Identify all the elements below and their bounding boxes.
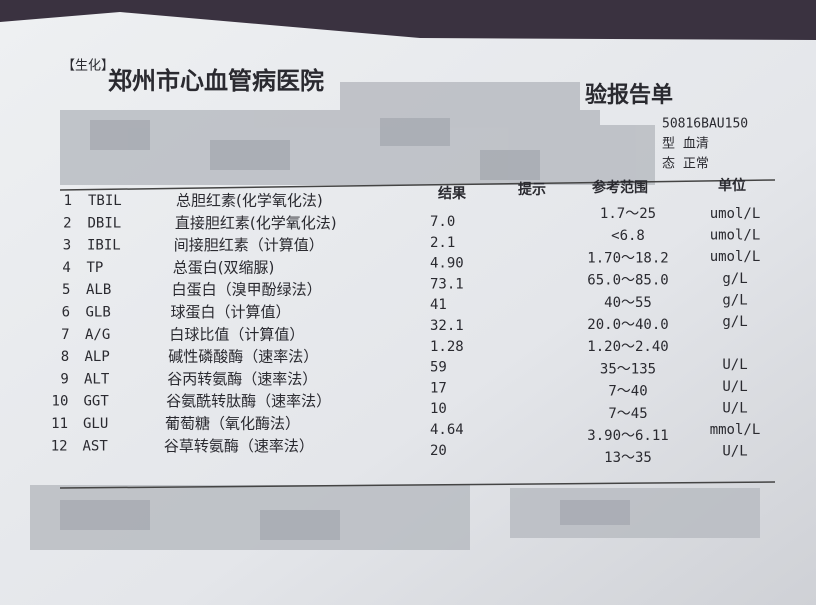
- result: 59: [430, 360, 447, 376]
- row-number: 8: [61, 349, 69, 365]
- test-name: 球蛋白（计算值）: [171, 303, 291, 321]
- result: 10: [430, 401, 447, 417]
- report-title: 验报告单: [585, 82, 673, 108]
- row-number: 6: [62, 305, 70, 321]
- test-name: 总蛋白(双缩脲): [173, 258, 275, 276]
- result-rows: 1 TBIL 总胆红素(化学氧化法) 7.0 1.7～25 umol/L 2 DBIL 直接胆红…: [51, 192, 761, 467]
- result: 32.1: [430, 318, 464, 334]
- unit: umol/L: [710, 228, 761, 244]
- result: 4.90: [430, 256, 464, 272]
- reference-range: 3.90～6.11: [587, 428, 668, 444]
- column-header: 单位: [718, 177, 746, 194]
- row-number: 12: [51, 438, 68, 454]
- test-code: AST: [83, 438, 109, 454]
- unit: g/L: [722, 292, 747, 308]
- unit: U/L: [722, 444, 747, 460]
- test-name: 白蛋白（溴甲酚绿法）: [172, 281, 322, 299]
- result: 17: [430, 380, 447, 396]
- row-number: 3: [63, 238, 71, 254]
- test-name: 谷草转氨酶（速率法）: [164, 437, 314, 455]
- header-rule: [59, 179, 776, 191]
- reference-range: 1.70～18.2: [587, 250, 668, 266]
- column-header: 结果: [438, 185, 467, 202]
- result: 2.1: [430, 235, 455, 251]
- test-name: 总胆红素(化学氧化法): [176, 192, 323, 210]
- footer-rule: [59, 481, 776, 489]
- test-name: 谷氨酰转肽酶（速率法）: [166, 392, 331, 410]
- reference-range: <6.8: [611, 228, 645, 244]
- result: 4.64: [430, 422, 464, 438]
- reference-range: 1.7～25: [600, 206, 656, 222]
- reference-range: 35～135: [600, 361, 656, 377]
- row-number: 1: [64, 193, 72, 209]
- column-header: 提示: [518, 182, 546, 198]
- result: 73.1: [430, 276, 464, 292]
- column-header: 参考范围: [592, 179, 648, 196]
- unit: U/L: [722, 379, 747, 395]
- row-number: 4: [62, 260, 70, 276]
- info-line: 型 血清: [662, 137, 709, 152]
- hospital-name: 郑州市心血管病医院: [108, 67, 324, 95]
- test-name: 碱性磷酸酶（速率法）: [168, 348, 318, 366]
- test-code: ALP: [85, 349, 110, 365]
- info-line: 态 正常: [662, 157, 709, 172]
- unit: umol/L: [710, 206, 761, 222]
- reference-range: 40～55: [604, 295, 652, 311]
- unit: mmol/L: [710, 422, 761, 438]
- row-number: 10: [52, 394, 69, 410]
- test-code: GLU: [83, 416, 108, 432]
- test-code: A/G: [85, 327, 110, 343]
- result: 41: [430, 297, 447, 313]
- unit: U/L: [722, 357, 747, 373]
- test-code: GGT: [84, 394, 110, 410]
- test-name: 白球比值（计算值）: [169, 325, 304, 343]
- info-block: 50816BAU150 型 血清态 正常: [662, 117, 748, 172]
- unit: U/L: [722, 400, 747, 416]
- unit: g/L: [722, 271, 747, 287]
- result: 1.28: [430, 339, 464, 355]
- info-line: 50816BAU150: [662, 117, 748, 132]
- row-number: 5: [62, 282, 70, 298]
- test-code: IBIL: [87, 238, 121, 254]
- row-number: 9: [60, 371, 68, 387]
- test-name: 直接胆红素(化学氧化法): [175, 214, 337, 232]
- test-code: ALB: [86, 282, 111, 298]
- unit: g/L: [722, 314, 747, 330]
- test-name: 谷丙转氨酶（速率法）: [167, 370, 317, 388]
- column-headers: 结果 提示 参考范围 单位: [438, 177, 746, 202]
- reference-range: 7～45: [608, 406, 647, 422]
- reference-range: 20.0～40.0: [587, 317, 668, 333]
- reference-range: 1.20～2.40: [587, 339, 668, 355]
- test-code: TP: [87, 260, 104, 276]
- test-code: GLB: [86, 305, 111, 321]
- reference-range: 65.0～85.0: [587, 273, 668, 289]
- redaction-texture: [60, 118, 630, 540]
- test-name: 间接胆红素（计算值）: [174, 236, 324, 254]
- reference-range: 13～35: [604, 450, 652, 466]
- unit: umol/L: [710, 249, 761, 265]
- row-number: 11: [51, 416, 68, 432]
- row-number: 7: [61, 327, 69, 343]
- test-name: 葡萄糖（氧化酶法）: [165, 415, 300, 433]
- result: 20: [430, 443, 447, 459]
- report-tag: 【生化】: [62, 59, 114, 74]
- test-code: ALT: [84, 371, 110, 387]
- result: 7.0: [430, 214, 455, 230]
- test-code: TBIL: [88, 193, 122, 209]
- reference-range: 7～40: [608, 384, 647, 400]
- row-number: 2: [63, 215, 71, 231]
- test-code: DBIL: [88, 215, 122, 231]
